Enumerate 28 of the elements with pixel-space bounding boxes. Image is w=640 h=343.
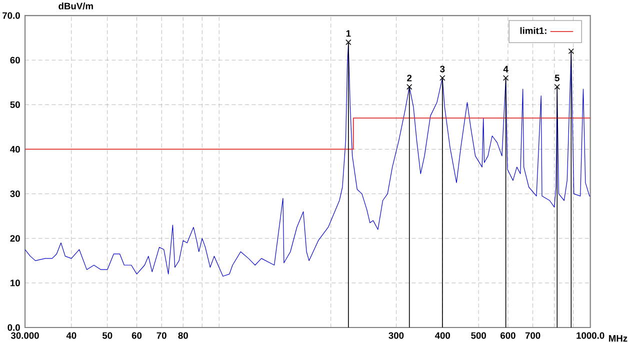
x-tick-label: 80 (178, 332, 188, 339)
annotation: 1 (346, 30, 351, 37)
y-tick-label: 50 (10, 101, 20, 108)
x-tick-label: 70 (156, 332, 166, 339)
x-tick-label: 300 (388, 332, 404, 339)
x-tick-label: 50 (102, 332, 112, 339)
x-axis-title: MHz (609, 335, 628, 342)
x-tick-label: 40 (66, 332, 76, 339)
y-axis-title: dBuV/m (58, 2, 93, 10)
legend-label: limit1: (520, 27, 546, 34)
y-tick-label: 10 (10, 280, 20, 286)
annotation: 3 (440, 66, 445, 72)
y-tick-label: 30 (10, 190, 20, 198)
y-tick-label: 60 (10, 56, 20, 64)
annotation: 5 (554, 74, 560, 82)
x-tick-label: 700 (525, 332, 540, 339)
y-tick-label: 40 (10, 146, 20, 153)
y-tick-label: 0.0 (8, 324, 20, 331)
y-tick-label: 20 (10, 235, 20, 242)
x-tick-label: 400 (434, 332, 450, 339)
annotation: 4 (503, 66, 508, 72)
x-tick-label: 30.000 (10, 332, 39, 339)
x-tick-label: 60 (132, 332, 142, 339)
y-tick-label: 70.0 (2, 12, 20, 19)
x-tick-label: 500 (471, 332, 486, 339)
annotation: 2 (407, 74, 412, 82)
x-tick-label: 600 (500, 332, 516, 339)
x-tick-label: 1000.0 (576, 332, 604, 339)
